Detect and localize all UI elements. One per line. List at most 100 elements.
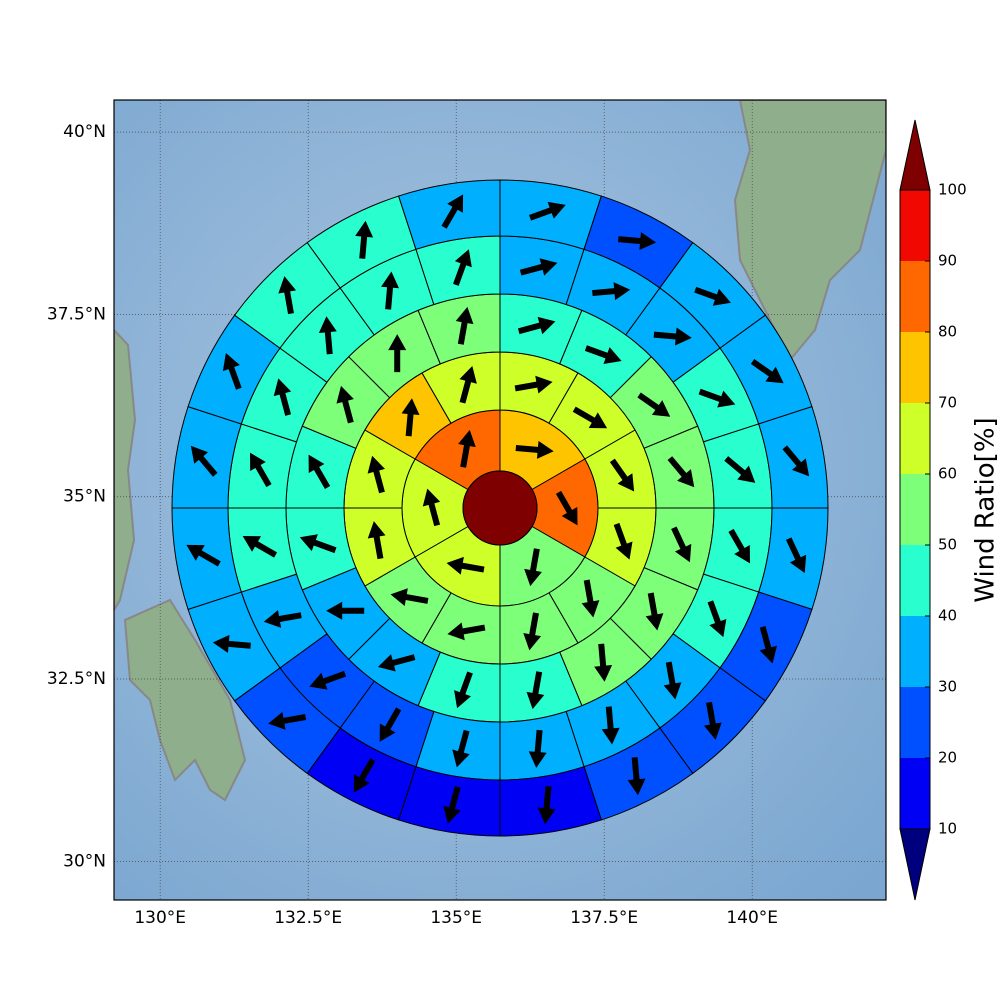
wind-arrow xyxy=(453,249,472,286)
wind-arrow xyxy=(401,398,420,437)
colorbar-box xyxy=(900,616,930,687)
wind-arrow xyxy=(308,454,331,489)
colorbar-tick-label: 20 xyxy=(938,749,957,767)
wind-arrow xyxy=(454,671,473,709)
colorbar-tick-label: 30 xyxy=(938,678,957,696)
wind-arrow xyxy=(190,445,218,477)
wind-arrow xyxy=(524,548,542,587)
wind-arrow xyxy=(242,536,278,558)
wind-arrow xyxy=(459,366,477,404)
wind-arrow xyxy=(555,490,578,526)
colorbar-tick-label: 40 xyxy=(938,607,957,625)
wind-arrow xyxy=(268,711,307,730)
wind-arrow xyxy=(584,345,622,365)
wind-arrow xyxy=(367,455,385,494)
colorbar-box xyxy=(900,687,930,758)
wind-arrow xyxy=(523,612,542,651)
wind-arrow xyxy=(609,458,635,492)
wind-arrow xyxy=(186,544,221,567)
wind-arrow xyxy=(645,592,664,631)
wind-arrow xyxy=(212,634,251,653)
y-tick-label: 37.5°N xyxy=(47,304,106,324)
wind-arrow xyxy=(379,707,402,742)
wind-arrow xyxy=(653,327,692,346)
tick-labels: 130°E 132.5°E 135°E 137.5°E 140°E 30°N 32.5°N 3… xyxy=(47,122,778,928)
colorbar: 10 20 30 40 50 60 70 80 90 100 xyxy=(899,119,967,901)
center-disk xyxy=(462,470,538,546)
land xyxy=(733,100,886,362)
wind-arrow xyxy=(601,706,620,745)
wind-arrow xyxy=(443,786,461,824)
wind-arrow xyxy=(627,757,646,796)
colorbar-tick-label: 10 xyxy=(938,820,957,838)
colorbar-extension xyxy=(899,119,931,191)
y-tick-label: 40°N xyxy=(63,122,106,142)
wind-arrow xyxy=(663,661,682,700)
colorbar-tick-label: 80 xyxy=(938,323,957,341)
wind-arrow xyxy=(318,316,337,355)
wind-arrow xyxy=(447,622,486,641)
colorbar-tick-label: 90 xyxy=(938,252,957,270)
x-tick-label: 140°E xyxy=(726,908,778,928)
wind-arrow xyxy=(278,276,297,315)
wind-arrow xyxy=(671,526,692,563)
land xyxy=(123,598,247,802)
wind-arrow xyxy=(750,359,784,384)
wind-arrow xyxy=(528,201,566,221)
axes-frame xyxy=(113,99,887,901)
wind-arrow xyxy=(581,579,600,618)
wind-arrow xyxy=(782,445,810,477)
colorbar-tick-label: 50 xyxy=(938,536,957,554)
wind-arrow xyxy=(514,375,553,394)
wind-arrow xyxy=(299,534,337,554)
wind-arrow xyxy=(759,626,778,664)
colorbar-box xyxy=(900,545,930,616)
arrows xyxy=(186,194,810,825)
y-tick-label: 32.5°N xyxy=(47,669,106,689)
wind-arrow xyxy=(618,232,657,251)
colorbar-box xyxy=(900,332,930,403)
wind-arrow xyxy=(388,334,407,373)
wind-arrow xyxy=(452,729,470,768)
wind-arrow xyxy=(698,388,736,408)
x-tick-label: 130°E xyxy=(134,908,186,928)
wind-arrow xyxy=(572,406,608,429)
wind-arrow xyxy=(263,610,302,628)
wind-arrow xyxy=(273,378,292,416)
wind-arrow xyxy=(707,600,727,638)
wind-arrow xyxy=(455,306,474,345)
wind-arrow xyxy=(355,220,374,259)
colorbar-tick-label: 100 xyxy=(938,181,967,199)
x-tick-label: 137.5°E xyxy=(570,908,638,928)
wind-arrow xyxy=(222,353,242,390)
wind-arrow xyxy=(528,729,547,768)
x-tick-label: 132.5°E xyxy=(274,908,342,928)
colorbar-label: Wind Ratio[%] xyxy=(971,417,1000,602)
colorbar-box xyxy=(900,758,930,829)
wind-arrow xyxy=(519,258,558,276)
wind-arrow xyxy=(637,392,671,417)
wind-arrow xyxy=(694,286,731,306)
wind-arrow xyxy=(367,521,386,560)
colorbar-tick-label: 70 xyxy=(938,394,957,412)
y-tick-label: 35°N xyxy=(63,487,106,507)
wind-arrow xyxy=(537,786,556,825)
wind-arrow xyxy=(381,271,399,310)
colorbar-box xyxy=(900,261,930,332)
wind-arrow xyxy=(353,758,376,793)
colorbar-box xyxy=(900,474,930,545)
sectors xyxy=(171,179,829,837)
wind-arrow xyxy=(526,671,545,710)
colorbar-extension xyxy=(899,828,931,901)
colorbar-box xyxy=(900,403,930,474)
wind-arrow xyxy=(515,440,554,459)
wind-arrow xyxy=(703,701,722,740)
wind-arrow xyxy=(422,488,441,527)
wind-arrow xyxy=(377,654,416,672)
wind-arrow xyxy=(785,537,807,574)
y-tick-label: 30°N xyxy=(63,851,106,871)
wind-arrow xyxy=(458,429,476,468)
wind-arrow xyxy=(594,643,613,682)
wind-arrow xyxy=(446,556,485,575)
